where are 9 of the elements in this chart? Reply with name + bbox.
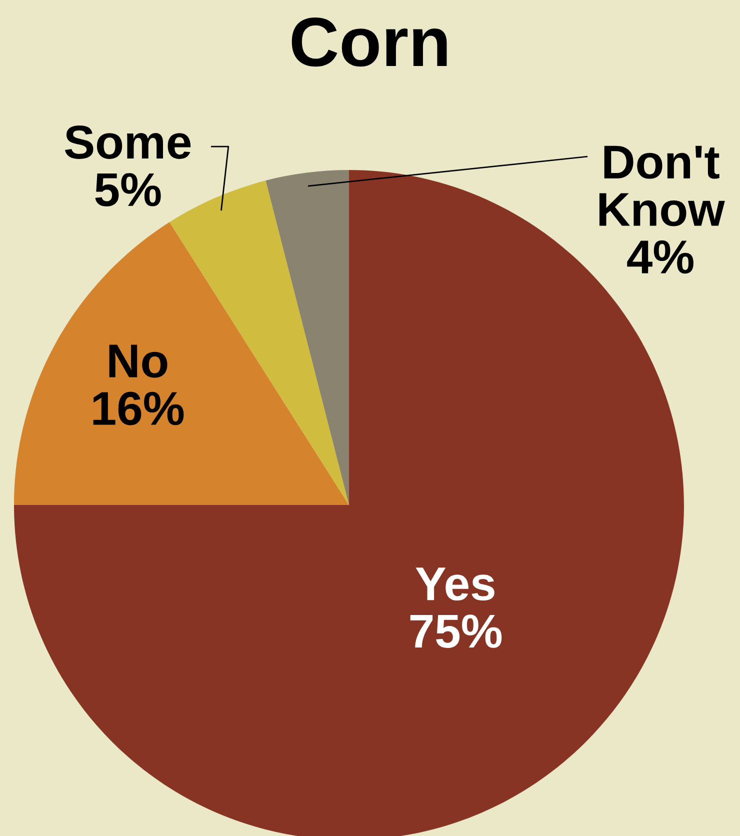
chart-title: Corn [292,17,447,67]
slice-label: Don't Know [599,146,725,226]
data-label: 75% [410,614,502,648]
data-label: 16% [93,392,184,426]
slice-label: Yes [416,568,494,601]
data-label: 5% [95,173,161,206]
slice-label: No [109,344,168,378]
slice-label: Some [64,126,191,159]
data-label: 4% [627,240,694,274]
